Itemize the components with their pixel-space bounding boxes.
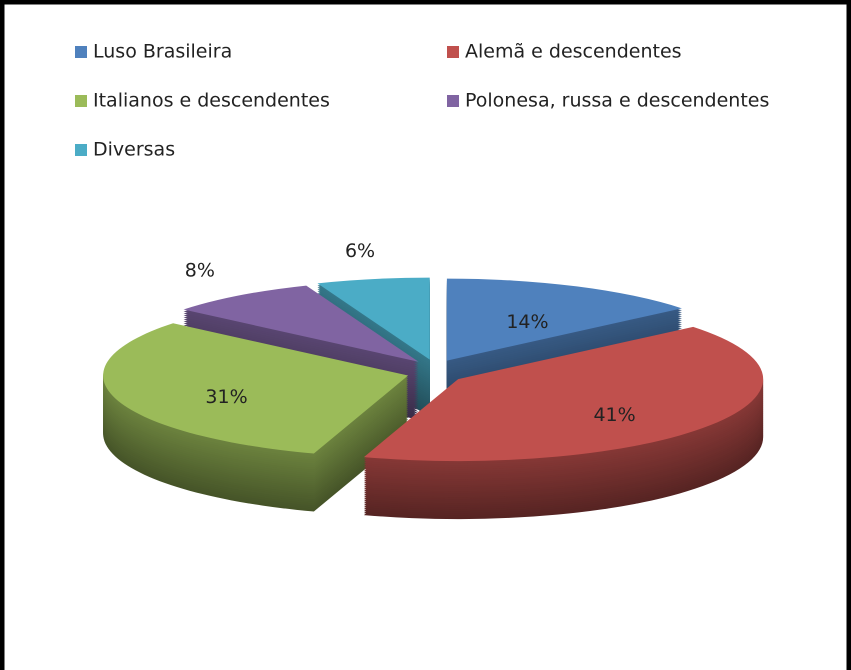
- legend-label: Polonesa, russa e descendentes: [465, 90, 769, 112]
- legend-swatch: [447, 95, 459, 107]
- slice-top: [446, 278, 682, 361]
- legend-swatch: [75, 95, 87, 107]
- data-label: 14%: [506, 311, 548, 333]
- pie-slice: [363, 326, 764, 520]
- slice-top: [317, 277, 430, 360]
- slice-top: [103, 323, 409, 454]
- data-label: 8%: [185, 259, 215, 281]
- pie-slice: [103, 323, 409, 512]
- legend-label: Diversas: [93, 139, 175, 161]
- legend-label: Luso Brasileira: [93, 41, 232, 63]
- data-label: 41%: [593, 404, 635, 426]
- legend-swatch: [75, 46, 87, 58]
- slice-top: [183, 285, 419, 362]
- data-label: 6%: [345, 240, 375, 262]
- legend-label: Italianos e descendentes: [93, 90, 330, 112]
- legend-swatch: [75, 144, 87, 156]
- legend-label: Alemã e descendentes: [465, 41, 682, 63]
- legend-swatch: [447, 46, 459, 58]
- data-label: 31%: [205, 386, 247, 408]
- slice-top: [363, 326, 764, 462]
